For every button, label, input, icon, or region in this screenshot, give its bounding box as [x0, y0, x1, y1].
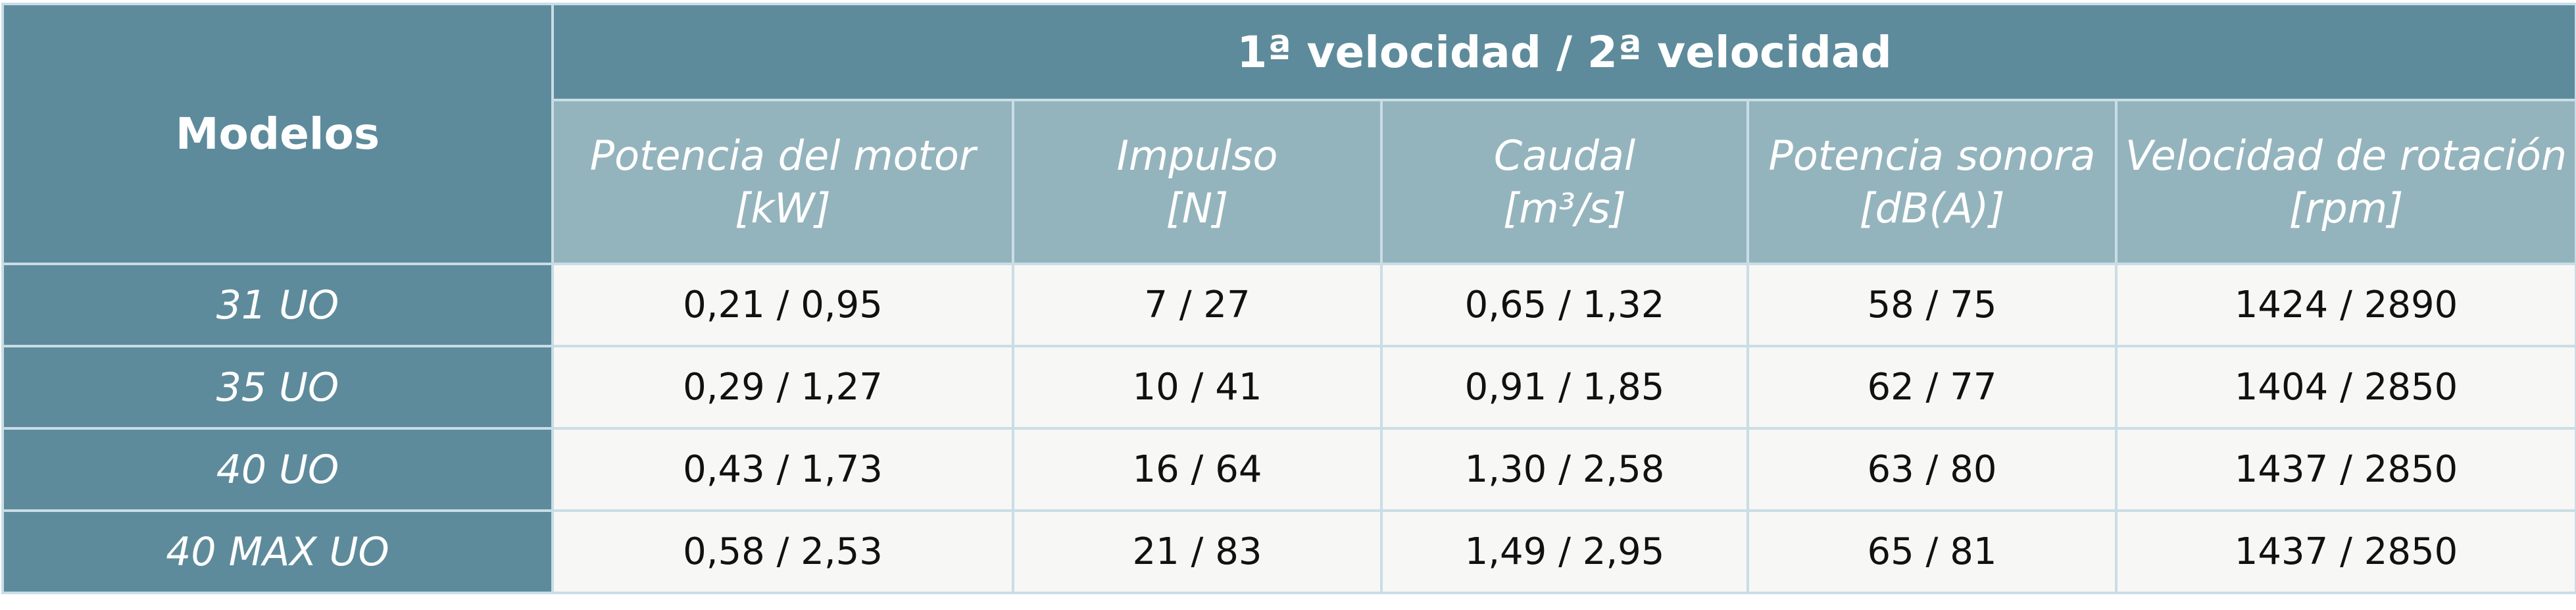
table-cell: 1,49 / 2,95 [1380, 509, 1749, 594]
column-name: Potencia del motor [589, 131, 976, 180]
table-cell: 65 / 81 [1746, 509, 2118, 594]
model-name: 31 UO [1, 263, 554, 347]
column-name: Potencia sonora [1768, 131, 2096, 180]
table-cell: 1437 / 2850 [2114, 509, 2576, 594]
table-cell: 1404 / 2850 [2114, 345, 2576, 430]
table-cell: 1424 / 2890 [2114, 263, 2576, 347]
column-unit: [rpm] [2289, 184, 2404, 232]
table-cell: 0,29 / 1,27 [551, 345, 1014, 430]
table-cell: 16 / 64 [1012, 427, 1383, 512]
column-header: Potencia del motor [kW] [551, 99, 1014, 265]
table-cell: 62 / 77 [1746, 345, 2118, 430]
column-name: Impulso [1116, 131, 1278, 180]
column-unit: [m³/s] [1503, 184, 1626, 232]
row-header-title: Modelos [1, 3, 554, 265]
table-row: 35 UO 0,29 / 1,27 10 / 41 0,91 / 1,85 62 / 7… [1, 345, 2576, 430]
model-name: 40 UO [1, 427, 554, 512]
column-unit: [dB(A)] [1859, 184, 2005, 232]
table-row: 40 MAX UO 0,58 / 2,53 21 / 83 1,49 / 2,95 65… [1, 509, 2576, 594]
page: Modelos 1ª velocidad / 2ª velocidad Pote… [0, 3, 2576, 610]
table-cell: 7 / 27 [1012, 263, 1383, 347]
model-name: 35 UO [1, 345, 554, 430]
table-cell: 1,30 / 2,58 [1380, 427, 1749, 512]
table-cell: 0,43 / 1,73 [551, 427, 1014, 512]
table-cell: 0,21 / 0,95 [551, 263, 1014, 347]
column-header: Velocidad de rotación [rpm] [2114, 99, 2576, 265]
table-cell: 21 / 83 [1012, 509, 1383, 594]
table-cell: 0,91 / 1,85 [1380, 345, 1749, 430]
table-cell: 0,58 / 2,53 [551, 509, 1014, 594]
table-cell: 0,65 / 1,32 [1380, 263, 1749, 347]
table-row: 31 UO 0,21 / 0,95 7 / 27 0,65 / 1,32 58 / 75… [1, 263, 2576, 347]
column-name: Caudal [1493, 131, 1636, 180]
column-unit: [N] [1166, 184, 1229, 232]
model-name: 40 MAX UO [1, 509, 554, 594]
column-header: Impulso [N] [1012, 99, 1383, 265]
table-cell: 58 / 75 [1746, 263, 2118, 347]
table-cell: 63 / 80 [1746, 427, 2118, 512]
table-row: 40 UO 0,43 / 1,73 16 / 64 1,30 / 2,58 63 / 8… [1, 427, 2576, 512]
table-cell: 1437 / 2850 [2114, 427, 2576, 512]
spec-table: Modelos 1ª velocidad / 2ª velocidad Pote… [1, 3, 2576, 594]
column-header: Caudal [m³/s] [1380, 99, 1749, 265]
table-cell: 10 / 41 [1012, 345, 1383, 430]
column-header: Potencia sonora [dB(A)] [1746, 99, 2118, 265]
group-title: 1ª velocidad / 2ª velocidad [551, 3, 2576, 101]
column-name: Velocidad de rotación [2125, 131, 2567, 180]
column-unit: [kW] [735, 184, 831, 232]
